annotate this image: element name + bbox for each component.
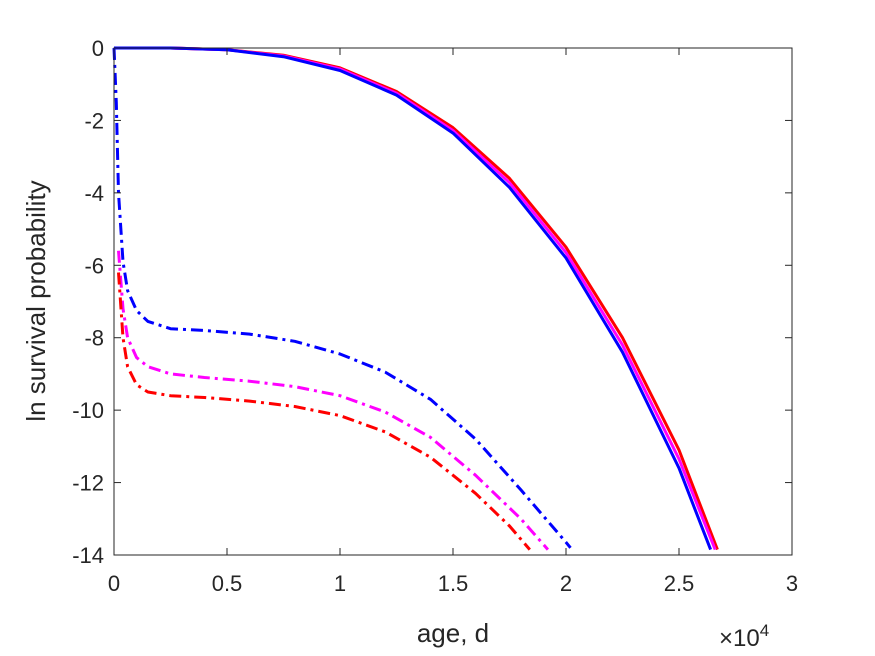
y-tick-label: -6 <box>84 253 104 278</box>
y-tick-label: 0 <box>92 36 104 61</box>
x-axis-label: age, d <box>417 618 489 648</box>
series-line-6 <box>117 272 531 551</box>
tick-layer: 0 0.5 1 1.5 2 2.5 3 0 -2 -4 -6 -8 -10 -12 -14 <box>72 36 798 596</box>
x-multiplier-exponent: 4 <box>760 621 769 640</box>
y-tick-label: -2 <box>84 108 104 133</box>
x-tick-label: 0 <box>108 571 120 596</box>
x-tick-label: 1 <box>334 571 346 596</box>
series-line-3 <box>114 46 712 551</box>
series-layer <box>112 46 719 551</box>
y-tick-label: -14 <box>72 543 104 568</box>
series-line-5 <box>117 250 550 551</box>
x-tick-label: 2.5 <box>664 571 695 596</box>
x-tick-label: 0.5 <box>212 571 243 596</box>
y-tick-label: -4 <box>84 181 104 206</box>
x-tick-label: 1.5 <box>438 571 469 596</box>
x-tick-label: 3 <box>786 571 798 596</box>
y-axis-label: ln survival probability <box>21 180 51 421</box>
y-tick-label: -12 <box>72 471 104 496</box>
x-multiplier: ×104 <box>719 621 769 652</box>
y-tick-label: -10 <box>72 398 104 423</box>
series-line-4 <box>112 47 572 549</box>
y-tick-label: -8 <box>84 326 104 351</box>
x-tick-label: 2 <box>560 571 572 596</box>
x-multiplier-base: ×10 <box>719 625 760 652</box>
